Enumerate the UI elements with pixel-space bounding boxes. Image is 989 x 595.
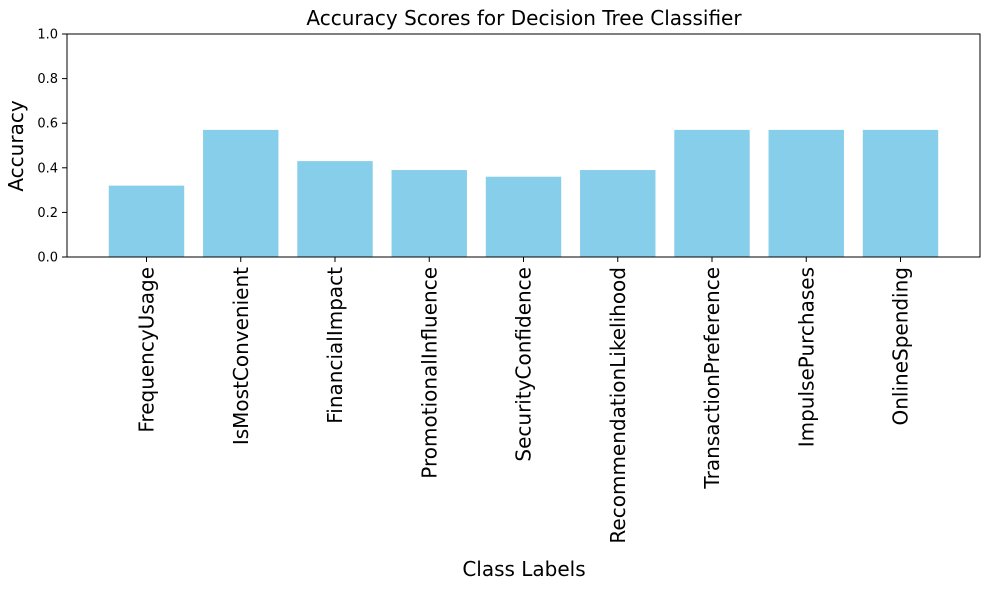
x-tick-label: SecurityConfidence	[512, 267, 536, 462]
x-tick-label: ImpulsePurchases	[794, 267, 818, 447]
y-tick-label: 0.0	[37, 251, 58, 266]
x-tick-label: IsMostConvenient	[229, 267, 253, 445]
bar-FrequencyUsage	[108, 185, 185, 257]
bar-SecurityConfidence	[485, 176, 562, 257]
bar-TransactionPreference	[674, 129, 750, 257]
bar-OnlineSpending	[862, 129, 939, 257]
bar-PromotionalInfluence	[391, 170, 467, 257]
x-tick-label: FrequencyUsage	[135, 267, 159, 433]
chart-title: Accuracy Scores for Decision Tree Classi…	[306, 6, 742, 30]
y-tick-label: 0.6	[37, 117, 58, 132]
bars-layer	[108, 129, 939, 257]
bar-RecommendationLikelihood	[580, 170, 656, 257]
x-axis-label: Class Labels	[462, 557, 585, 581]
y-tick-label: 0.8	[37, 72, 58, 87]
y-tick-label: 0.2	[37, 206, 58, 221]
bar-IsMostConvenient	[203, 129, 279, 257]
x-axis: FrequencyUsage IsMostConvenient FinancialI…	[135, 257, 913, 544]
x-tick-label: FinancialImpact	[323, 267, 347, 424]
y-tick-label: 1.0	[37, 28, 58, 43]
y-axis: 0.0 0.2 0.4 0.6 0.8 1.0	[37, 28, 67, 266]
bar-ImpulsePurchases	[768, 129, 844, 257]
y-tick-label: 0.4	[37, 161, 58, 176]
x-tick-label: OnlineSpending	[889, 267, 913, 426]
x-tick-label: RecommendationLikelihood	[606, 267, 630, 544]
bar-FinancialImpact	[297, 161, 373, 257]
x-tick-label: TransactionPreference	[700, 267, 724, 490]
y-axis-label: Accuracy	[4, 100, 28, 191]
x-tick-label: PromotionalInfluence	[417, 267, 441, 479]
